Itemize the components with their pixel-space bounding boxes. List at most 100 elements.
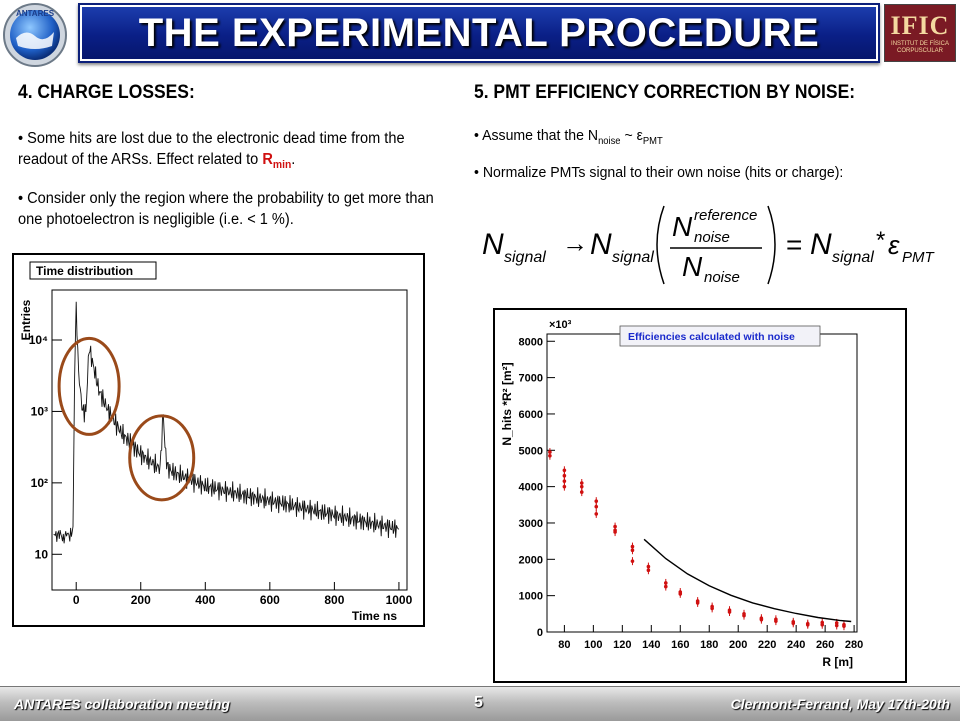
x-tick-label: 280 (845, 639, 863, 651)
data-point (791, 621, 796, 626)
time-distribution-chart: Time distribution 0 200 400 600 800 1000 Time n… (12, 253, 425, 627)
data-point (820, 622, 825, 627)
svg-text:*: * (876, 227, 885, 254)
svg-text:N: N (682, 251, 703, 282)
footer-meeting-name: ANTARES collaboration meeting (14, 696, 230, 712)
svg-text:N: N (590, 228, 612, 261)
chart-title: Time distribution (36, 264, 133, 278)
normalization-formula: N signal → N signal N reference noise N … (478, 198, 938, 290)
svg-text:=: = (786, 229, 802, 260)
page-title: THE EXPERIMENTAL PROCEDURE (138, 10, 820, 55)
y-tick-label: 3000 (519, 518, 543, 530)
x-tick-label: 800 (324, 593, 344, 607)
x-tick-label: 100 (584, 639, 602, 651)
svg-text:signal: signal (832, 249, 874, 266)
plot-area (546, 333, 858, 633)
data-point (630, 544, 635, 549)
data-point (759, 617, 764, 622)
p1-text: • Some hits are lost due to the electron… (18, 130, 405, 168)
chart-title-box (619, 325, 821, 347)
x-tick-label: 260 (816, 639, 834, 651)
y-tick-label: 2000 (519, 554, 543, 566)
data-point (594, 512, 599, 516)
ific-logo-text: IFIC (890, 11, 950, 40)
section-heading-pmt-efficiency: 5. PMT EFFICIENCY CORRECTION BY NOISE: (474, 82, 856, 103)
plot-area (51, 289, 408, 591)
x-tick-label: 180 (700, 639, 718, 651)
y-tick-label: 1000 (519, 591, 543, 603)
data-point (562, 484, 567, 489)
data-point (834, 623, 839, 628)
b1-epsilon: ~ ε (620, 127, 643, 144)
y-axis-label: N_hits *R² [m²] (500, 362, 514, 445)
section-heading-charge-losses: 4. CHARGE LOSSES: (18, 82, 195, 103)
data-point (727, 610, 732, 614)
y-tick-label: 8000 (519, 336, 543, 348)
data-point (630, 559, 635, 563)
p1-period: . (291, 151, 296, 168)
efficiency-chart: Efficiencies calculated with noise 80 100 1… (493, 308, 907, 683)
charge-losses-paragraph-2: • Consider only the region where the pro… (18, 190, 434, 228)
b1-text: • Assume that the N (474, 127, 599, 144)
x-tick-label: 200 (131, 593, 151, 607)
r-min-subscript: min (272, 159, 292, 172)
data-point (774, 619, 778, 623)
fit-curve (643, 538, 852, 623)
data-point (842, 624, 846, 628)
x-tick-label: 160 (671, 639, 689, 651)
x-tick-label: 1000 (386, 593, 413, 607)
title-banner: THE EXPERIMENTAL PROCEDURE (78, 3, 880, 63)
data-point (562, 479, 567, 483)
ific-logo-subtext: INSTITUT DE FÍSICA CORPUSCULAR (891, 41, 949, 54)
data-point (710, 606, 714, 611)
x-tick-label: 80 (558, 639, 570, 651)
data-point (613, 530, 617, 534)
chart-title-box (29, 261, 157, 280)
x-tick-label: 400 (195, 593, 215, 607)
data-point (562, 473, 567, 478)
x-tick-label: 120 (613, 639, 631, 651)
data-point (579, 490, 584, 494)
svg-text:N: N (482, 228, 504, 261)
y-tick-label: 5000 (519, 445, 543, 457)
svg-text:noise: noise (704, 269, 740, 286)
y-axis-label: Entries (19, 299, 33, 340)
data-point (548, 453, 552, 458)
x-axis-label: R [m] (822, 655, 853, 669)
data-point (695, 601, 700, 605)
svg-text:ANTARES: ANTARES (16, 9, 55, 18)
data-point (579, 484, 584, 489)
svg-text:noise: noise (694, 229, 730, 246)
y-tick-label: 10⁴ (29, 333, 48, 347)
antares-logo: ANTARES (2, 2, 68, 68)
data-point (663, 584, 668, 589)
svg-text:PMT: PMT (902, 249, 936, 266)
b1-pmt-sub: PMT (642, 136, 663, 147)
x-tick-label: 220 (758, 639, 776, 651)
footer-bar: ANTARES collaboration meeting 5 Clermont… (0, 686, 960, 721)
y-tick-label: 0 (537, 627, 543, 639)
annotation-circle-secondary-peak (128, 414, 196, 502)
svg-text:→: → (562, 228, 588, 258)
svg-text:signal: signal (612, 249, 654, 266)
data-point (594, 499, 599, 503)
y-multiplier: ×10³ (549, 319, 572, 331)
svg-text:signal: signal (504, 249, 546, 266)
chart-title: Efficiencies calculated with noise (628, 331, 795, 343)
svg-text:reference: reference (694, 207, 757, 224)
svg-text:N: N (810, 228, 832, 261)
svg-text:ε: ε (888, 230, 900, 260)
x-tick-label: 140 (642, 639, 660, 651)
footer-location-date: Clermont-Ferrand, May 17th-20th (730, 696, 950, 712)
y-tick-label: 10³ (31, 404, 48, 418)
b1-noise-sub: noise (598, 136, 621, 147)
y-tick-label: 4000 (519, 482, 543, 494)
pmt-bullet-2: • Normalize PMTs signal to their own noi… (474, 164, 844, 181)
data-point (594, 504, 599, 509)
charge-losses-paragraph-1: • Some hits are lost due to the electron… (18, 128, 450, 176)
r-min-symbol: R (262, 151, 273, 168)
x-tick-label: 200 (729, 639, 747, 651)
data-point (646, 568, 651, 573)
y-tick-label: 10 (35, 547, 49, 561)
x-tick-label: 600 (260, 593, 280, 607)
